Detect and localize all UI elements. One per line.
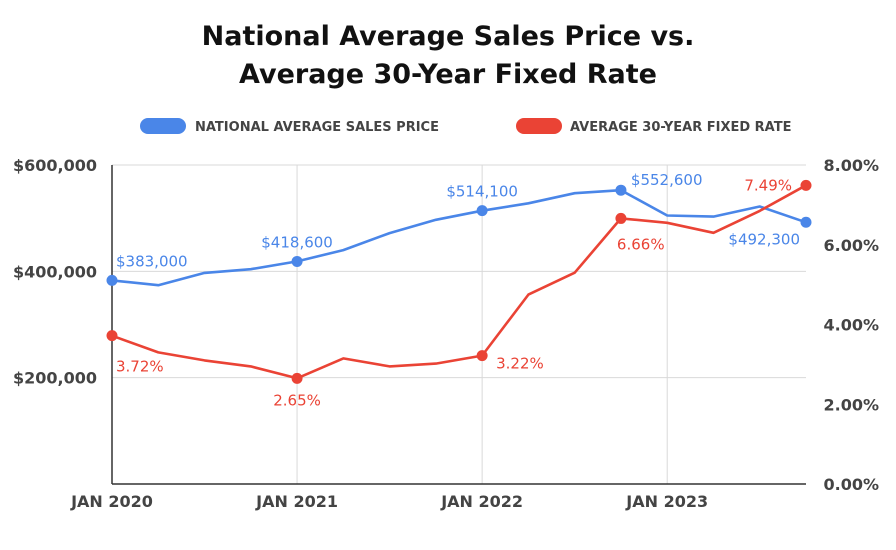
series-1-data-label-5: $492,300: [728, 230, 800, 248]
series-1-marker-5: [800, 216, 812, 228]
series-layer: [106, 179, 812, 384]
series-1-data-label-4: $552,600: [631, 171, 703, 189]
chart-title: National Average Sales Price vs. Average…: [0, 18, 896, 94]
grid: [112, 164, 806, 484]
series-1-data-label-2: $418,600: [261, 233, 333, 251]
y-right-tick-label-3: 4.00%: [823, 316, 879, 335]
y-right-tick-label-2: 2.00%: [823, 395, 879, 414]
series-1-marker-2: [291, 255, 303, 267]
series-1-marker-3: [476, 205, 488, 217]
series-2-data-label-1: 3.72%: [116, 358, 164, 376]
x-tick-label-2: JAN 2021: [255, 492, 338, 511]
y-left-tick-label-1: $200,000: [13, 369, 97, 388]
y-left-tick-label-2: $400,000: [13, 262, 97, 281]
series-line-2: [110, 184, 808, 380]
series-2-data-label-2: 2.65%: [273, 391, 321, 409]
series-1-marker-1: [106, 274, 118, 286]
series-2-data-label-3: 3.22%: [496, 355, 544, 373]
legend: NATIONAL AVERAGE SALES PRICE AVERAGE 30-Y…: [140, 118, 791, 135]
legend-swatch-2: [516, 118, 562, 134]
data-labels: $383,000 $418,600 $514,100 $552,600 $492,300…: [116, 171, 800, 409]
series-2-marker-5: [800, 179, 812, 191]
x-tick-label-4: JAN 2023: [625, 492, 708, 511]
series-2-marker-3: [476, 350, 488, 362]
y-left-tick-label-3: $600,000: [13, 156, 97, 175]
series-1-data-label-1: $383,000: [116, 252, 188, 270]
series-2-marker-4: [615, 212, 627, 224]
legend-label-1: NATIONAL AVERAGE SALES PRICE: [195, 120, 439, 135]
y-right-tick-label-5: 8.00%: [823, 156, 879, 175]
x-tick-label-1: JAN 2020: [70, 492, 153, 511]
x-tick-label-3: JAN 2022: [440, 492, 523, 511]
legend-label-2: AVERAGE 30-YEAR FIXED RATE: [570, 120, 791, 135]
y-right-tick-label-4: 6.00%: [823, 236, 879, 255]
series-2-marker-2: [291, 372, 303, 384]
series-1-marker-4: [615, 184, 627, 196]
series-2-marker-1: [106, 330, 118, 342]
series-1-data-label-3: $514,100: [446, 183, 518, 201]
y-right-tick-label-1: 0.00%: [823, 475, 879, 494]
legend-swatch-1: [140, 118, 186, 134]
chart-title-line-2: Average 30-Year Fixed Rate: [239, 59, 657, 90]
axes: $200,000 $400,000 $600,000 0.00% 2.00% 4.00% 6…: [13, 156, 879, 511]
series-line-1: [110, 188, 808, 287]
series-2-data-label-5: 7.49%: [744, 176, 792, 194]
series-2-data-label-4: 6.66%: [617, 235, 665, 253]
chart-title-line-1: National Average Sales Price vs.: [201, 21, 695, 52]
